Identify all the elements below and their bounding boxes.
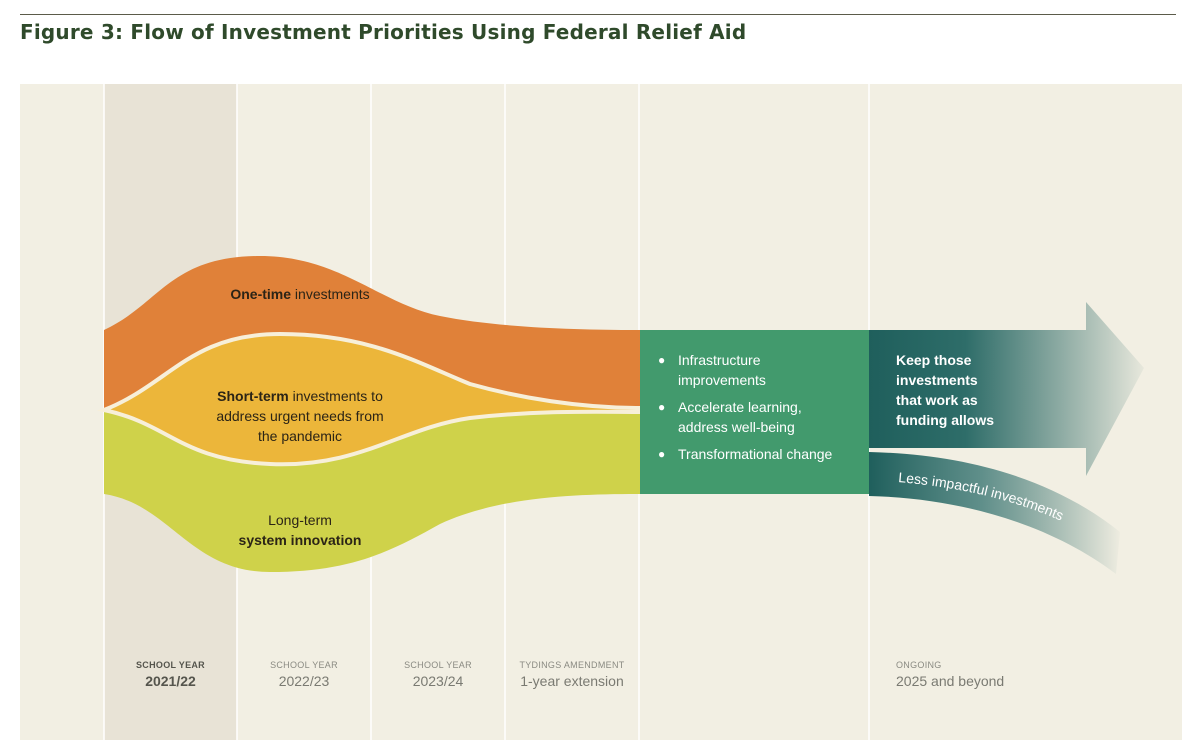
arrow-right-icon bbox=[869, 302, 1144, 476]
bullet-icon: ● bbox=[658, 353, 666, 367]
long-term-label: Long-term system innovation bbox=[238, 512, 362, 548]
column-label-ongoing: ONGOING 2025 and beyond bbox=[896, 660, 1005, 689]
outcome-item: ● Transformational change bbox=[658, 446, 833, 462]
keep-investments-label: Keep those investments that work as fund… bbox=[896, 352, 994, 428]
column-label-extension: TYDINGS AMENDMENT 1-year extension bbox=[519, 660, 625, 689]
one-time-band bbox=[104, 256, 640, 410]
bullet-icon: ● bbox=[658, 447, 666, 461]
column-label-2023: SCHOOL YEAR 2023/24 bbox=[404, 660, 472, 689]
outcomes-box: ● Infrastructure improvements ● Accelerat… bbox=[640, 330, 869, 494]
curved-arrow-icon bbox=[869, 452, 1120, 574]
top-rule bbox=[20, 14, 1176, 15]
flow-diagram: Less impactful investments One-time inve… bbox=[20, 84, 1182, 740]
bullet-icon: ● bbox=[658, 400, 666, 414]
outcome-item: ● Infrastructure improvements bbox=[658, 352, 766, 388]
long-term-band bbox=[104, 410, 640, 572]
outcome-item: ● Accelerate learning, address well-being bbox=[658, 399, 802, 435]
figure-title: Figure 3: Flow of Investment Priorities … bbox=[20, 20, 747, 44]
column-label-2022: SCHOOL YEAR 2022/23 bbox=[270, 660, 338, 689]
one-time-label: One-time investments bbox=[230, 286, 370, 302]
column-label-2021: SCHOOL YEAR 2021/22 bbox=[136, 660, 205, 689]
short-term-label: Short-term investments to address urgent… bbox=[216, 388, 384, 444]
